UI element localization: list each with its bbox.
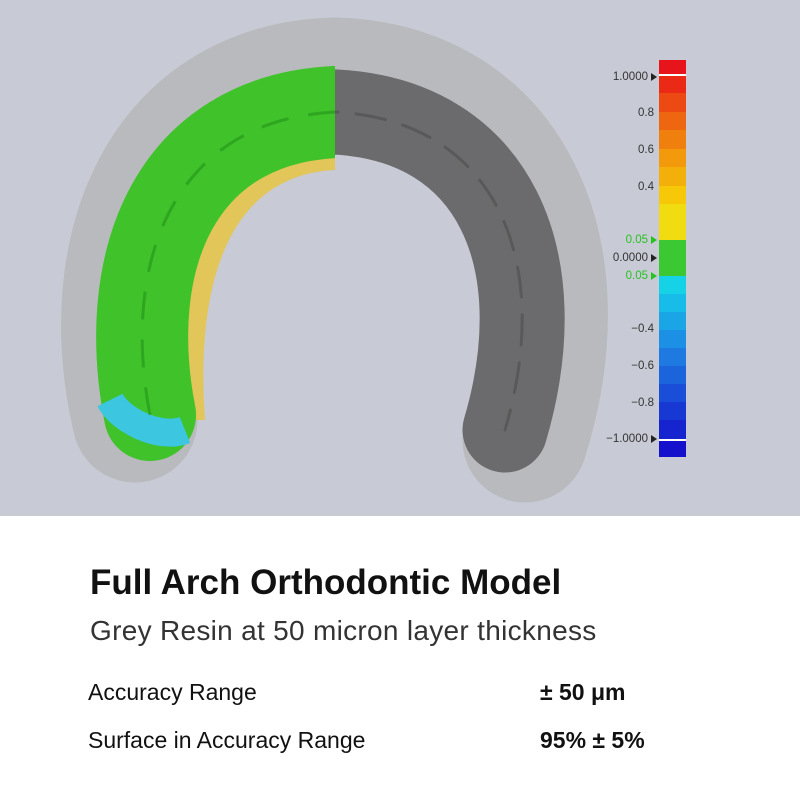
scale-markers (651, 73, 657, 443)
scale-label: −0.8 (631, 397, 654, 409)
title: Full Arch Orthodontic Model (90, 563, 562, 602)
scale-label: 0.8 (638, 107, 654, 119)
scale-separator (659, 74, 686, 76)
scale-label: 0.4 (638, 181, 655, 193)
scale-segment (659, 440, 686, 457)
scale-segment (659, 384, 686, 402)
scale-segment (659, 366, 686, 384)
scale-segment (659, 420, 686, 440)
subtitle: Grey Resin at 50 micron layer thickness (90, 615, 597, 646)
scale-label: −0.6 (631, 360, 654, 372)
scale-segment (659, 330, 686, 348)
scale-label: 0.6 (638, 144, 654, 156)
scale-label: 0.05 (626, 234, 648, 246)
scale-segment (659, 294, 686, 312)
spec-value: ± 50 μm (540, 679, 626, 705)
scale-segment (659, 60, 686, 75)
scale-segment (659, 402, 686, 420)
scale-segment (659, 186, 686, 204)
scale-label: 1.0000 (613, 71, 648, 83)
scale-label: 0.0000 (613, 252, 648, 264)
scale-separator (659, 439, 686, 441)
scale-segment (659, 312, 686, 330)
scale-segment (659, 276, 686, 294)
scale-segment (659, 130, 686, 149)
scale-label: −1.0000 (606, 433, 648, 445)
color-scale (659, 60, 686, 457)
scale-label: 0.05 (626, 270, 648, 282)
scale-segment (659, 149, 686, 167)
scale-segment (659, 167, 686, 186)
spec-label: Accuracy Range (88, 679, 257, 705)
spec-label: Surface in Accuracy Range (88, 727, 366, 753)
dental-arch (61, 17, 608, 503)
scale-label: −0.4 (631, 323, 654, 335)
scale-segment (659, 75, 686, 93)
scan-image: 1.0000 0.8 0.6 0.4 0.05 0.0000 0.05 −0.4… (61, 17, 686, 503)
scan-panel: 1.0000 0.8 0.6 0.4 0.05 0.0000 0.05 −0.4… (0, 0, 800, 516)
scale-segment (659, 112, 686, 130)
spec-value: 95% ± 5% (540, 727, 645, 753)
scale-segment (659, 348, 686, 366)
scale-segment (659, 204, 686, 240)
scale-segment (659, 240, 686, 276)
scale-segment (659, 93, 686, 112)
